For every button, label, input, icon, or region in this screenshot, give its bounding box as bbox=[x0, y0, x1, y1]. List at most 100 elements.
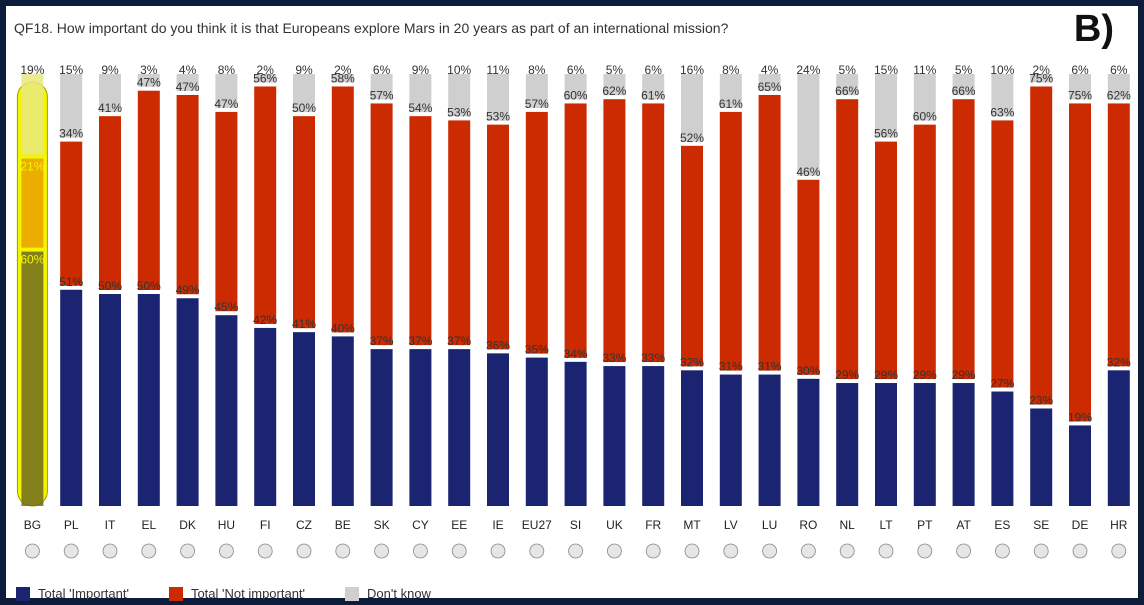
legend-item-dont-know: Don't know bbox=[345, 586, 431, 601]
category-label-lu: LU bbox=[762, 518, 777, 532]
legend: Total 'Important' Total 'Not important' … bbox=[16, 586, 431, 601]
bar-important-nl bbox=[836, 383, 859, 506]
panel-label: B) bbox=[1073, 8, 1114, 50]
bar-dont-know-uk bbox=[603, 74, 626, 96]
label-important-it: 50% bbox=[98, 279, 122, 293]
label-dont-know-ee: 10% bbox=[447, 63, 471, 77]
label-not-important-mt: 52% bbox=[680, 131, 704, 145]
label-important-mt: 32% bbox=[680, 355, 704, 369]
bar-dont-know-si bbox=[564, 74, 587, 100]
flag-icon-sk bbox=[374, 543, 390, 559]
label-not-important-be: 58% bbox=[331, 71, 355, 85]
label-not-important-pt: 60% bbox=[913, 110, 937, 124]
bar-important-pt bbox=[913, 383, 936, 506]
legend-label-dont-know: Don't know bbox=[367, 586, 431, 601]
bar-not-important-lt bbox=[875, 141, 897, 380]
bar-important-uk bbox=[603, 366, 626, 506]
flag-icon-cz bbox=[296, 543, 312, 559]
bar-not-important-ro bbox=[797, 179, 820, 375]
label-not-important-dk: 47% bbox=[176, 80, 200, 94]
bar-dont-know-cy bbox=[409, 74, 432, 113]
flag-icon-uk bbox=[607, 543, 622, 559]
flag-icon-nl bbox=[839, 543, 855, 559]
bar-dont-know-es bbox=[991, 74, 1014, 117]
flag-icon-eu27 bbox=[529, 543, 545, 559]
label-not-important-si: 60% bbox=[564, 88, 588, 102]
bar-important-fr bbox=[642, 366, 665, 506]
label-important-el: 50% bbox=[137, 279, 161, 293]
legend-swatch-important bbox=[16, 586, 30, 601]
bar-important-dk bbox=[176, 298, 199, 506]
label-not-important-sk: 57% bbox=[370, 88, 394, 102]
category-label-es: ES bbox=[994, 518, 1010, 532]
label-important-be: 40% bbox=[331, 321, 355, 335]
label-dont-know-dk: 4% bbox=[179, 63, 197, 77]
label-dont-know-lu: 4% bbox=[761, 63, 779, 77]
label-not-important-fr: 61% bbox=[641, 88, 665, 102]
label-important-se: 23% bbox=[1029, 393, 1053, 407]
label-important-lu: 31% bbox=[758, 360, 782, 374]
chart-panel: QF18. How important do you think it is t… bbox=[6, 6, 1138, 601]
chart-title: QF18. How important do you think it is t… bbox=[14, 20, 729, 36]
label-not-important-de: 75% bbox=[1068, 88, 1092, 102]
label-dont-know-ie: 11% bbox=[486, 63, 509, 77]
category-label-ee: EE bbox=[451, 518, 467, 532]
category-label-sk: SK bbox=[374, 518, 390, 532]
label-important-si: 34% bbox=[564, 347, 588, 361]
label-important-cy: 37% bbox=[408, 334, 432, 348]
legend-item-important: Total 'Important' bbox=[16, 586, 129, 601]
label-not-important-lu: 65% bbox=[758, 80, 782, 94]
label-not-important-pl: 34% bbox=[59, 127, 83, 141]
flag-icon-de bbox=[1072, 543, 1088, 559]
flag-icon-ie bbox=[490, 543, 506, 559]
label-important-dk: 49% bbox=[176, 283, 200, 297]
bar-not-important-de bbox=[1069, 103, 1091, 422]
bar-not-important-fi bbox=[254, 86, 277, 324]
flag-icon-fr bbox=[645, 543, 661, 559]
bar-not-important-lv bbox=[719, 111, 742, 371]
bar-important-de bbox=[1069, 425, 1091, 506]
category-label-se: SE bbox=[1033, 518, 1049, 532]
flag-icon-fi bbox=[257, 543, 273, 559]
bar-important-si bbox=[564, 361, 587, 506]
flag-icon-bg bbox=[24, 543, 40, 559]
bar-important-cz bbox=[293, 332, 315, 506]
bar-not-important-ee bbox=[448, 120, 471, 346]
category-label-lv: LV bbox=[724, 518, 738, 532]
bar-dont-know-hu bbox=[215, 74, 238, 108]
bar-not-important-sk bbox=[370, 103, 393, 346]
bar-not-important-at bbox=[952, 99, 975, 380]
label-dont-know-at: 5% bbox=[955, 63, 973, 77]
label-dont-know-bg: 19% bbox=[20, 63, 44, 77]
bar-important-lt bbox=[875, 383, 897, 506]
bar-not-important-mt bbox=[681, 145, 703, 367]
flag-icon-pt bbox=[917, 543, 933, 559]
label-not-important-at: 66% bbox=[952, 84, 976, 98]
label-not-important-se: 75% bbox=[1029, 71, 1053, 85]
flag-icon-si bbox=[568, 543, 583, 559]
bar-dont-know-lv bbox=[719, 74, 742, 108]
bar-dont-know-ro bbox=[797, 74, 820, 176]
label-important-ie: 36% bbox=[486, 338, 510, 352]
bar-not-important-hu bbox=[215, 111, 238, 312]
flag-icon-lu bbox=[762, 543, 777, 559]
bar-not-important-be bbox=[331, 86, 354, 333]
category-label-fr: FR bbox=[645, 518, 661, 532]
legend-label-important: Total 'Important' bbox=[38, 586, 129, 601]
bar-dont-know-eu27 bbox=[525, 74, 548, 108]
stacked-bar-chart: 21%60%19%BG51%34%15%PL50%41%9%IT50%47%3%… bbox=[16, 63, 1131, 559]
category-label-it: IT bbox=[105, 518, 116, 532]
label-not-important-eu27: 57% bbox=[525, 97, 549, 111]
category-label-lt: LT bbox=[879, 518, 893, 532]
label-dont-know-nl: 5% bbox=[839, 63, 857, 77]
label-important-ro: 30% bbox=[796, 364, 820, 378]
label-important-hu: 45% bbox=[214, 300, 238, 314]
bar-dont-know-it bbox=[99, 74, 121, 113]
label-dont-know-uk: 5% bbox=[606, 63, 624, 77]
bar-not-important-bg bbox=[21, 158, 44, 248]
bar-important-mt bbox=[681, 370, 703, 506]
flag-icon-ro bbox=[801, 543, 816, 559]
bar-important-lv bbox=[719, 374, 742, 506]
label-important-bg: 60% bbox=[20, 253, 44, 267]
legend-swatch-not-important bbox=[168, 586, 183, 601]
